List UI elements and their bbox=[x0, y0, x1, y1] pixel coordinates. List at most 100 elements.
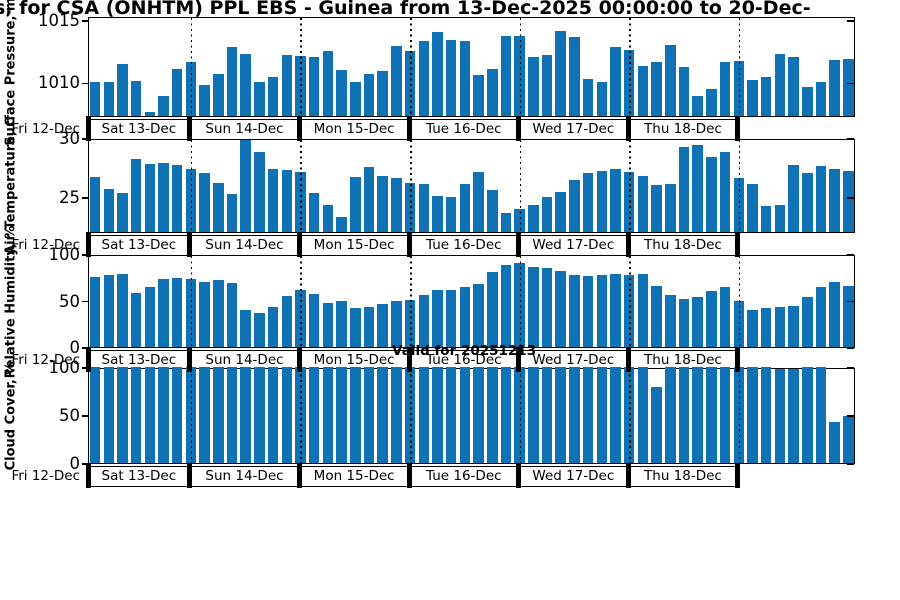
bar-cloud-cover bbox=[706, 367, 717, 463]
bar-surface-pressure bbox=[391, 46, 402, 116]
bar-cloud-cover bbox=[267, 367, 279, 463]
bar-cloud-cover bbox=[473, 367, 484, 463]
day-gridline bbox=[519, 140, 522, 234]
day-label-box: Wed 17-Dec bbox=[518, 349, 629, 371]
bar-air-temperature bbox=[445, 196, 457, 232]
bar-air-temperature bbox=[254, 152, 265, 232]
bar-air-temperature bbox=[569, 180, 580, 232]
day-boundary-tick bbox=[625, 463, 631, 488]
bar-relative-humidity bbox=[706, 291, 717, 347]
bar-air-temperature bbox=[665, 183, 676, 232]
bar-air-temperature bbox=[692, 145, 703, 232]
day-gridline bbox=[300, 256, 302, 349]
ytick-label-surface-pressure: 1015 bbox=[38, 10, 80, 30]
bar-cloud-cover bbox=[747, 367, 758, 463]
bar-cloud-cover bbox=[815, 367, 827, 463]
bar-air-temperature bbox=[308, 193, 320, 232]
bar-air-temperature bbox=[541, 196, 553, 232]
ytick-label-relative-humidity: 50 bbox=[59, 291, 80, 311]
bar-relative-humidity bbox=[103, 275, 114, 347]
bar-cloud-cover bbox=[760, 367, 772, 463]
bar-air-temperature bbox=[158, 162, 169, 232]
pre-day-label: Fri 12-Dec bbox=[11, 121, 80, 137]
day-boundary-tick bbox=[735, 232, 741, 257]
day-gridline bbox=[519, 256, 522, 349]
bar-relative-humidity bbox=[171, 278, 183, 347]
bar-surface-pressure bbox=[651, 62, 662, 116]
bar-air-temperature bbox=[815, 166, 827, 232]
bar-relative-humidity bbox=[487, 271, 498, 347]
day-boundary-tick bbox=[85, 232, 91, 257]
ytick-mark bbox=[846, 347, 854, 349]
bar-air-temperature bbox=[774, 204, 786, 232]
bar-surface-pressure bbox=[487, 68, 498, 116]
bar-surface-pressure bbox=[541, 54, 553, 116]
bar-surface-pressure bbox=[144, 112, 156, 116]
day-boundary-tick bbox=[187, 347, 193, 372]
subplot-cloud-cover bbox=[88, 367, 855, 465]
bar-relative-humidity bbox=[432, 290, 443, 347]
bar-air-temperature bbox=[144, 163, 156, 232]
bar-relative-humidity bbox=[760, 307, 772, 347]
bar-cloud-cover bbox=[363, 367, 375, 463]
bar-air-temperature bbox=[281, 169, 293, 232]
bar-surface-pressure bbox=[418, 41, 429, 116]
bar-cloud-cover bbox=[692, 367, 703, 463]
bar-surface-pressure bbox=[130, 81, 142, 116]
day-gridline bbox=[190, 18, 193, 118]
bar-surface-pressure bbox=[774, 53, 786, 116]
day-label-box: Sat 13-Dec bbox=[88, 118, 190, 140]
bar-air-temperature bbox=[117, 193, 128, 232]
day-label-box: Wed 17-Dec bbox=[518, 465, 629, 487]
bar-surface-pressure bbox=[363, 73, 375, 116]
ytick-mark bbox=[82, 82, 88, 84]
bar-air-temperature bbox=[829, 168, 840, 232]
bar-cloud-cover bbox=[774, 368, 786, 463]
day-boundary-tick bbox=[85, 347, 91, 372]
day-boundary-tick bbox=[406, 463, 412, 488]
day-boundary-tick bbox=[187, 232, 193, 257]
bar-air-temperature bbox=[267, 168, 279, 232]
bar-relative-humidity bbox=[308, 294, 320, 347]
day-boundary-tick bbox=[406, 232, 412, 257]
ytick-label-air-temperature: 30 bbox=[59, 128, 80, 148]
bar-cloud-cover bbox=[541, 367, 553, 463]
bar-air-temperature bbox=[500, 213, 512, 232]
subplot-air-temperature bbox=[88, 139, 855, 234]
bar-surface-pressure bbox=[733, 61, 745, 116]
bar-relative-humidity bbox=[89, 277, 101, 347]
day-boundary-tick bbox=[735, 347, 741, 372]
bar-relative-humidity bbox=[610, 274, 621, 347]
day-label-box: Sun 14-Dec bbox=[189, 465, 300, 487]
bar-cloud-cover bbox=[281, 367, 293, 463]
bar-cloud-cover bbox=[171, 367, 183, 463]
subplot-surface-pressure bbox=[88, 17, 855, 118]
bar-cloud-cover bbox=[610, 367, 621, 463]
bar-relative-humidity bbox=[473, 283, 484, 347]
ytick-mark bbox=[846, 415, 854, 417]
day-gridline bbox=[738, 369, 741, 465]
bar-relative-humidity bbox=[391, 301, 402, 347]
bar-air-temperature bbox=[89, 176, 101, 232]
bar-surface-pressure bbox=[322, 51, 334, 116]
day-gridline bbox=[410, 256, 412, 349]
bar-surface-pressure bbox=[678, 67, 690, 116]
bar-relative-humidity bbox=[637, 274, 649, 347]
day-boundary-tick bbox=[516, 347, 522, 372]
bar-relative-humidity bbox=[322, 303, 334, 347]
bar-air-temperature bbox=[377, 175, 388, 232]
day-label-box: Thu 18-Dec bbox=[628, 118, 738, 140]
day-label-box: Mon 15-Dec bbox=[299, 234, 409, 256]
bar-relative-humidity bbox=[582, 276, 594, 347]
bar-cloud-cover bbox=[596, 367, 608, 463]
day-gridline bbox=[629, 256, 631, 349]
bar-relative-humidity bbox=[569, 275, 580, 347]
bar-surface-pressure bbox=[555, 31, 566, 116]
chart-title: s, for CSA (ONHTM) PPL EBS - Guinea from… bbox=[0, 0, 811, 19]
bar-relative-humidity bbox=[130, 293, 142, 347]
bar-surface-pressure bbox=[637, 66, 649, 116]
bar-surface-pressure bbox=[445, 39, 457, 116]
day-gridline bbox=[738, 256, 741, 349]
bar-air-temperature bbox=[103, 188, 114, 232]
